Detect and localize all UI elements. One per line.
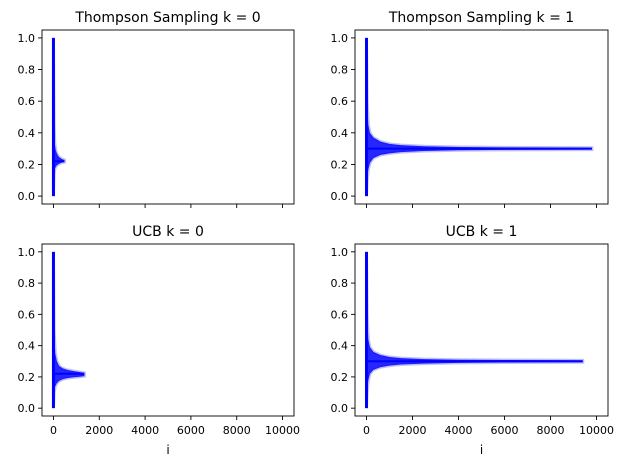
y-tick-label: 0.2 [18,371,36,384]
x-tick-label: 8000 [537,424,565,437]
y-tick-label: 0.2 [18,158,36,171]
x-tick-label: 0 [50,424,57,437]
y-tick-label: 0.4 [18,340,36,353]
x-tick-label: 8000 [223,424,251,437]
x-tick-label: 2000 [85,424,113,437]
x-axis-label: i [166,443,169,457]
x-tick-label: 4000 [131,424,159,437]
y-tick-label: 0.8 [331,64,349,77]
subplot-ucb-k1: UCB k = 1 i 0.0 0.2 0.4 0.6 0.8 1.0 0 2000 4000 6… [331,224,615,457]
series-band [365,37,594,197]
subplot-title: UCB k = 1 [446,224,518,240]
x-tick-label: 4000 [445,424,473,437]
subplot-ts-k0: Thompson Sampling k = 0 0.0 0.2 0.4 0.6 0.8 1… [18,10,295,208]
y-tick-label: 1.0 [331,246,349,259]
x-tick-label: 2000 [399,424,427,437]
axes-frame [354,29,609,205]
y-tick-label: 0.2 [331,158,349,171]
axes-frame [354,243,609,417]
series-band [365,251,585,409]
series-band [51,251,86,409]
y-tick-label: 0.6 [18,95,36,108]
y-tick-label: 0.4 [331,340,349,353]
x-axis-label: i [480,443,483,457]
x-tick-label: 6000 [177,424,205,437]
y-tick-label: 0.0 [18,402,36,415]
y-tick-label: 0.0 [331,402,349,415]
series-band [51,37,66,197]
y-tick-label: 0.4 [18,127,36,140]
subplot-title: Thompson Sampling k = 0 [74,10,260,26]
y-tick-label: 0.0 [18,190,36,203]
subplot-ucb-k0: UCB k = 0 i 0.0 0.2 0.4 0.6 0.8 1.0 0 2000 4000 6… [18,224,301,457]
y-tick-label: 0.8 [331,277,349,290]
y-tick-label: 0.8 [18,277,36,290]
y-tick-label: 0.4 [331,127,349,140]
y-tick-label: 0.6 [331,308,349,321]
y-tick-label: 0.8 [18,64,36,77]
subplot-title: UCB k = 0 [132,224,204,240]
y-tick-label: 0.6 [331,95,349,108]
y-tick-label: 0.0 [331,190,349,203]
y-tick-label: 1.0 [331,32,349,45]
x-tick-label: 6000 [491,424,519,437]
axes-frame [41,29,295,205]
y-tick-label: 0.6 [18,308,36,321]
axes-frame [41,243,295,417]
subplot-ts-k1: Thompson Sampling k = 1 0.0 0.2 0.4 0.6 0.8 1… [331,10,609,208]
x-tick-label: 10000 [265,424,300,437]
x-tick-label: 10000 [579,424,614,437]
y-tick-label: 0.2 [331,371,349,384]
y-tick-label: 1.0 [18,32,36,45]
y-tick-label: 1.0 [18,246,36,259]
subplot-title: Thompson Sampling k = 1 [388,10,574,26]
x-tick-label: 0 [363,424,370,437]
